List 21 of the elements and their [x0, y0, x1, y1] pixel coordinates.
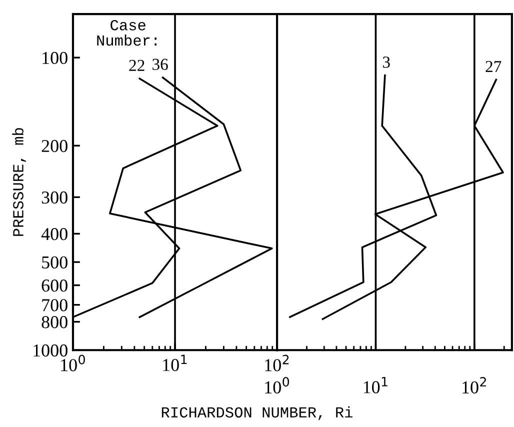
- y-tick-label: 1000: [34, 344, 68, 357]
- x-tick-label: 10$^{1}$: [364, 377, 388, 394]
- x-axis-title: RICHARDSON NUMBER, Ri: [162, 406, 352, 420]
- y-tick-label: 500: [42, 256, 68, 269]
- y-tick-label: 300: [42, 191, 68, 204]
- y-tick-label: 600: [42, 280, 68, 292]
- y-tick-label: 400: [41, 228, 68, 240]
- y-tick-label: 100: [42, 52, 68, 64]
- annotation: Case Number:: [97, 20, 156, 46]
- x-tick-label: 10$^{2}$: [462, 377, 486, 394]
- x-tick-label: 10$^{0}$: [265, 377, 290, 394]
- x-tick-label: 10$^{2}$: [265, 354, 289, 372]
- series-label: 22: [129, 60, 144, 71]
- y-tick-label: 800: [42, 316, 68, 328]
- x-tick-label: 10$^{1}$: [163, 354, 187, 372]
- y-tick-label: 700: [42, 299, 68, 312]
- series-label: 36: [152, 58, 168, 70]
- series-label: 3: [382, 56, 390, 68]
- series-label: 27: [486, 60, 502, 72]
- y-axis-title: PRESSURE, mb: [12, 128, 26, 236]
- y-tick-label: 200: [42, 140, 68, 152]
